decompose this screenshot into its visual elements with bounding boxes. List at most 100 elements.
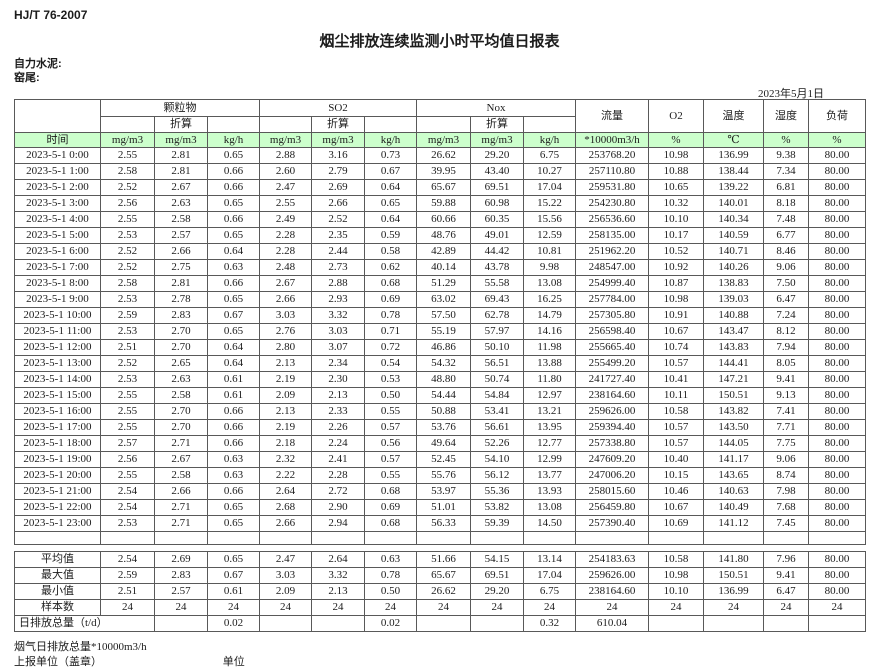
value-cell: 2.79 — [311, 163, 365, 180]
value-cell: 55.19 — [416, 323, 471, 340]
value-cell: 2.30 — [311, 371, 365, 388]
value-cell: 2.13 — [311, 387, 365, 404]
value-cell: 10.11 — [648, 387, 704, 404]
time-cell: 2023-5-1 1:00 — [14, 163, 101, 180]
value-cell: 2.19 — [259, 371, 312, 388]
value-cell: 0.63 — [207, 451, 260, 468]
value-cell: 3.32 — [311, 567, 365, 584]
unit-cell: kg/h — [523, 132, 576, 148]
value-cell: 3.16 — [311, 147, 365, 164]
value-cell: 24 — [311, 599, 365, 616]
value-cell: 43.40 — [470, 163, 524, 180]
report-table: 颗粒物 SO2 Nox 流量 O2 温度 湿度 负荷 折算 折算 折算 时间 mg/m3 mg/m3 kg/… — [14, 99, 866, 545]
value-cell: 2.13 — [259, 355, 312, 372]
time-cell: 2023-5-1 19:00 — [14, 451, 101, 468]
summary-row: 样本数 24 24 24 24 24 24 24 24 24 24 24 24 24 24 — [14, 599, 866, 616]
value-cell: 140.49 — [703, 499, 764, 516]
value-cell: 62.78 — [470, 307, 524, 324]
unit-cell: kg/h — [364, 132, 417, 148]
value-cell: 8.74 — [763, 467, 809, 484]
value-cell — [154, 615, 208, 632]
value-cell: 80.00 — [808, 259, 866, 276]
time-cell: 2023-5-1 20:00 — [14, 467, 101, 484]
value-cell: 2.59 — [100, 567, 155, 584]
value-cell: 51.66 — [416, 551, 471, 568]
value-cell: 143.47 — [703, 323, 764, 340]
table-row: 2023-5-1 14:00 2.53 2.63 0.61 2.19 2.30 0.53 48… — [14, 371, 866, 388]
value-cell: 3.03 — [259, 567, 312, 584]
table-row: 2023-5-1 22:00 2.54 2.71 0.65 2.68 2.90 0.69 51… — [14, 499, 866, 516]
value-cell: 3.03 — [311, 323, 365, 340]
table-row: 2023-5-1 0:00 2.55 2.81 0.65 2.88 3.16 0.73 26.… — [14, 147, 866, 164]
value-cell: 26.62 — [416, 147, 471, 164]
value-cell: 2.55 — [100, 387, 155, 404]
value-cell: 7.45 — [763, 515, 809, 532]
value-cell: 80.00 — [808, 147, 866, 164]
time-cell: 2023-5-1 6:00 — [14, 243, 101, 260]
value-cell: 0.78 — [364, 567, 417, 584]
value-cell: 2.47 — [259, 551, 312, 568]
value-cell: 52.45 — [416, 451, 471, 468]
value-cell: 257390.40 — [575, 515, 649, 532]
location-name: 窑尾: — [14, 72, 40, 84]
value-cell: 60.98 — [470, 195, 524, 212]
value-cell: 2.22 — [259, 467, 312, 484]
value-cell: 0.50 — [364, 387, 417, 404]
table-row: 2023-5-1 20:00 2.55 2.58 0.63 2.22 2.28 0.55 55… — [14, 467, 866, 484]
value-cell: 10.46 — [648, 483, 704, 500]
value-cell: 2.55 — [100, 403, 155, 420]
value-cell: 54.84 — [470, 387, 524, 404]
empty-cell — [808, 531, 866, 545]
value-cell — [648, 615, 704, 632]
time-cell: 2023-5-1 18:00 — [14, 435, 101, 452]
value-cell: 2.18 — [259, 435, 312, 452]
value-cell: 2.58 — [154, 467, 208, 484]
value-cell: 69.51 — [470, 179, 524, 196]
value-cell — [311, 615, 365, 632]
value-cell: 55.58 — [470, 275, 524, 292]
value-cell: 138.83 — [703, 275, 764, 292]
empty-cell — [207, 531, 260, 545]
report-unit-label: 上报单位（盖章） — [14, 656, 102, 668]
value-cell: 80.00 — [808, 227, 866, 244]
time-cell: 2023-5-1 13:00 — [14, 355, 101, 372]
value-cell: 56.33 — [416, 515, 471, 532]
value-cell: 16.25 — [523, 291, 576, 308]
value-cell: 0.62 — [364, 259, 417, 276]
table-row: 2023-5-1 3:00 2.56 2.63 0.65 2.55 2.66 0.65 59.… — [14, 195, 866, 212]
table-row: 2023-5-1 21:00 2.54 2.66 0.66 2.64 2.72 0.68 53… — [14, 483, 866, 500]
summary-label: 最小值 — [14, 583, 101, 600]
unit-cell: kg/h — [207, 132, 260, 148]
value-cell: 0.66 — [207, 179, 260, 196]
value-cell: 2.72 — [311, 483, 365, 500]
value-cell: 80.00 — [808, 419, 866, 436]
value-cell: 2.19 — [259, 419, 312, 436]
empty-cell — [259, 531, 312, 545]
unit-label: 单位 — [222, 656, 245, 668]
time-cell: 2023-5-1 5:00 — [14, 227, 101, 244]
unit-cell: *10000m3/h — [575, 132, 649, 148]
value-cell: 254999.40 — [575, 275, 649, 292]
value-cell: 0.63 — [364, 551, 417, 568]
value-cell: 80.00 — [808, 435, 866, 452]
value-cell: 50.88 — [416, 403, 471, 420]
value-cell: 0.61 — [207, 387, 260, 404]
value-cell: 10.32 — [648, 195, 704, 212]
value-cell: 0.55 — [364, 467, 417, 484]
value-cell: 10.58 — [648, 551, 704, 568]
corner-cell — [14, 99, 101, 133]
value-cell: 7.75 — [763, 435, 809, 452]
value-cell: 143.65 — [703, 467, 764, 484]
value-cell: 259626.00 — [575, 403, 649, 420]
value-cell: 2.69 — [311, 179, 365, 196]
table-row: 2023-5-1 1:00 2.58 2.81 0.66 2.60 2.79 0.67 39.… — [14, 163, 866, 180]
empty-cell — [100, 531, 155, 545]
table-row: 2023-5-1 7:00 2.52 2.75 0.63 2.48 2.73 0.62 40.… — [14, 259, 866, 276]
unit-cell: mg/m3 — [416, 132, 471, 148]
value-cell: 49.01 — [470, 227, 524, 244]
time-cell: 2023-5-1 16:00 — [14, 403, 101, 420]
converted-header: 折算 — [154, 116, 208, 133]
value-cell: 140.71 — [703, 243, 764, 260]
value-cell: 2.55 — [259, 195, 312, 212]
group-header: Nox — [416, 99, 576, 117]
